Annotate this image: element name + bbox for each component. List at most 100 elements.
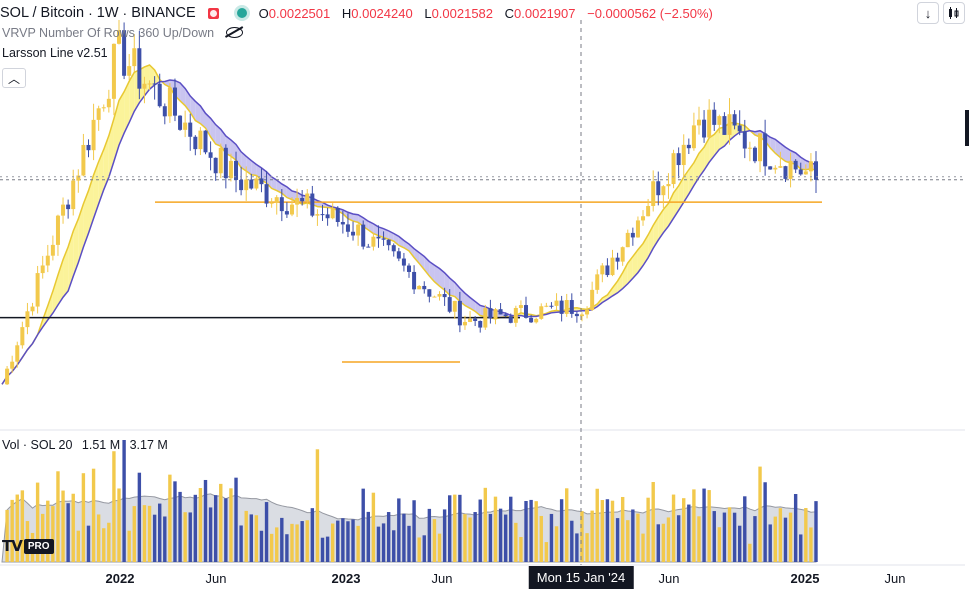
volume-bar: [788, 512, 793, 562]
volume-bar: [295, 524, 299, 562]
candle-body: [198, 130, 203, 150]
band-segment: [149, 65, 155, 90]
candle-body: [717, 116, 722, 125]
candle-body: [554, 300, 559, 306]
band-segment: [103, 135, 109, 190]
volume-bar: [254, 515, 259, 562]
volume-bar: [559, 499, 564, 562]
candle-body: [814, 161, 818, 180]
candle-body: [269, 202, 274, 204]
symbol-header[interactable]: SOL / Bitcoin · 1W · BINANCE O0.0022501 …: [0, 2, 713, 24]
band-segment: [353, 213, 359, 223]
volume-bar: [590, 510, 594, 562]
candle-body: [549, 305, 554, 307]
candle-body: [783, 166, 788, 179]
vrvp-indicator-label[interactable]: VRVP Number Of Rows 360 Up/Down: [2, 26, 243, 40]
volume-bar: [488, 513, 493, 562]
volume-bar: [15, 494, 19, 562]
volume-bar: [493, 496, 498, 562]
volume-bar: [763, 482, 767, 562]
volume-bar: [127, 530, 131, 562]
candle-body: [111, 43, 116, 99]
candle-body: [641, 216, 646, 221]
band-segment: [271, 176, 277, 191]
volume-bar: [249, 514, 253, 562]
candle-body: [579, 314, 584, 317]
candle-body: [681, 144, 686, 166]
volume-bar: [631, 509, 635, 562]
candle-body: [544, 305, 549, 307]
tradingview-logo[interactable]: TV PRO: [2, 537, 54, 555]
volume-bar: [219, 483, 223, 562]
candle-body: [574, 313, 579, 317]
price-scale-marker: [965, 110, 969, 146]
candle-body: [758, 133, 763, 162]
band-segment: [663, 203, 669, 233]
candle-body: [284, 211, 289, 215]
volume-bar: [585, 533, 589, 562]
band-segment: [714, 128, 720, 156]
crosshair: [0, 20, 965, 565]
candle-body: [183, 122, 188, 130]
candle-body: [96, 108, 101, 120]
candle-body: [427, 289, 432, 297]
volume-bar: [799, 534, 803, 562]
interval-label[interactable]: 1W: [96, 5, 119, 21]
volume-bar: [458, 494, 462, 562]
candle-body: [40, 265, 45, 274]
candle-body: [127, 66, 132, 76]
band-segment: [627, 256, 633, 284]
candle-body: [808, 161, 813, 172]
volume-bar: [519, 536, 523, 562]
candle-body: [401, 258, 406, 266]
volume-bar: [605, 499, 610, 562]
arrow-down-button[interactable]: ↓: [917, 2, 939, 24]
volume-bar: [483, 487, 488, 562]
candle-body: [412, 271, 417, 290]
chart-type-button[interactable]: [943, 2, 965, 24]
high-value: 0.0024240: [351, 5, 413, 21]
volume-bar: [366, 511, 370, 562]
volume-bar: [453, 494, 457, 562]
volume-bar: [809, 527, 813, 562]
candle-body: [371, 236, 376, 247]
volume-bar: [376, 526, 381, 562]
candle-body: [254, 178, 259, 189]
volume-bar: [692, 489, 696, 562]
volume-bar: [320, 537, 325, 562]
candle-body: [152, 83, 157, 85]
candle-body: [513, 307, 518, 323]
band-segment: [119, 91, 125, 146]
larsson-indicator-label[interactable]: Larsson Line v2.51: [2, 46, 108, 60]
candle-body: [71, 180, 76, 210]
volume-bar: [224, 498, 228, 562]
volume-legend[interactable]: Vol · SOL 20 1.51 M 3.17 M: [2, 438, 174, 452]
candle-body: [5, 368, 10, 385]
volume-bar: [503, 514, 508, 562]
band-segment: [434, 265, 440, 287]
separator: ·: [88, 5, 93, 21]
candle-body: [610, 257, 615, 276]
eye-hidden-icon[interactable]: [225, 27, 243, 38]
candle-body: [508, 316, 513, 323]
collapse-button[interactable]: ︿: [2, 68, 26, 88]
candle-body: [590, 289, 595, 310]
band-segment: [617, 272, 623, 293]
volume-bar: [793, 494, 798, 562]
candle-body: [585, 309, 590, 315]
candle-body: [147, 83, 152, 85]
candle-body: [117, 30, 122, 44]
larsson-slow-line: [1, 79, 817, 385]
candle-body: [595, 274, 600, 290]
symbol-name[interactable]: SOL / Bitcoin: [0, 5, 85, 21]
flag-icon[interactable]: [207, 7, 219, 19]
volume-bar: [275, 527, 279, 562]
volume-bar: [804, 508, 808, 562]
volume-bar: [35, 482, 40, 562]
close-value: 0.0021907: [514, 5, 576, 21]
candle-body: [106, 98, 111, 108]
candle-body: [310, 193, 315, 216]
candle-body: [376, 236, 381, 239]
x-tick-label: Jun: [205, 571, 227, 586]
